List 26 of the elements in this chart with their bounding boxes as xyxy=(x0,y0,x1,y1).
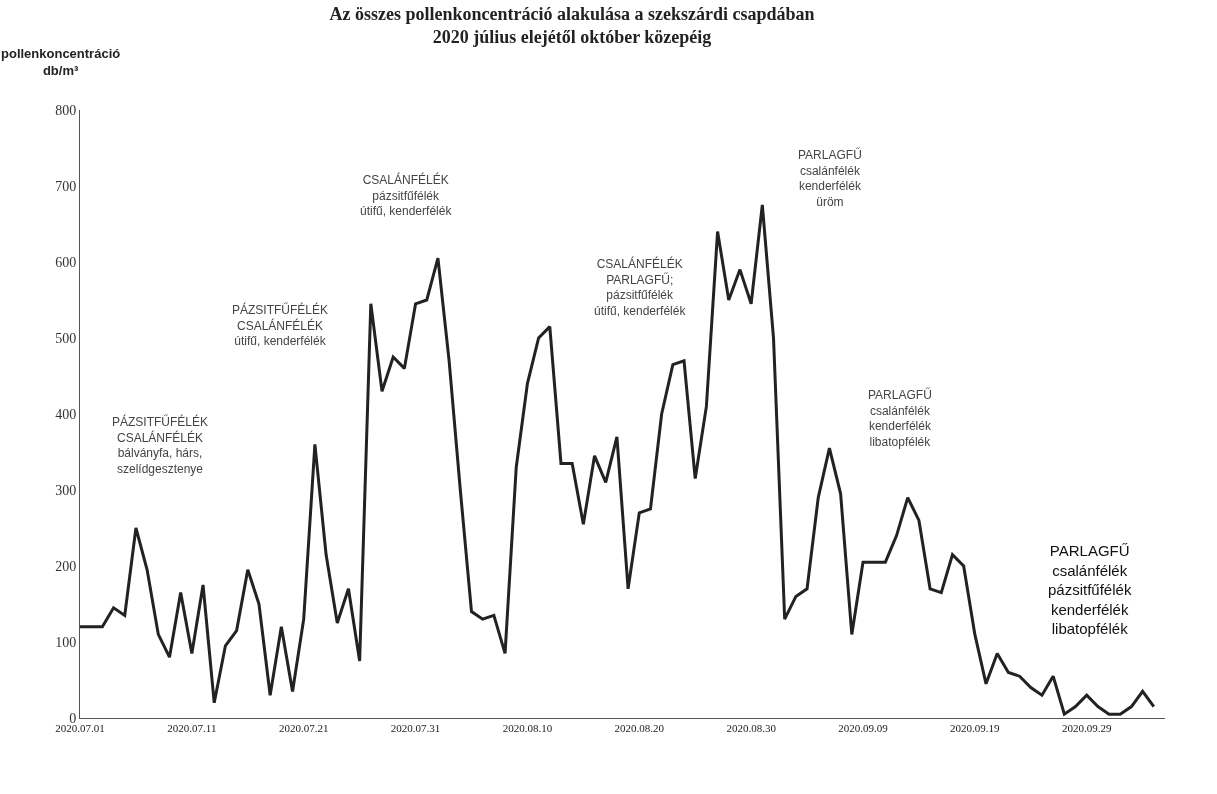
x-tick-label: 2020.07.11 xyxy=(167,722,217,735)
x-tick-label: 2020.08.20 xyxy=(614,722,665,735)
chart-title: Az összes pollenkoncentráció alakulása a szekszárdi csapdában 2020 július elejétől október közepéig xyxy=(329,3,815,48)
y-tick-label: 200 xyxy=(55,558,77,574)
annotation: PARLAGFŰ csalánfélék kenderfélék libatopfélék xyxy=(868,387,932,449)
y-tick-label: 800 xyxy=(55,102,77,118)
x-tick-label: 2020.07.21 xyxy=(278,722,329,735)
x-tick-label: 2020.09.19 xyxy=(950,722,1001,735)
annotation: PÁZSITFŰFÉLÉK CSALÁNFÉLÉK bálványfa, hárs, szelídgesztenye xyxy=(112,414,209,476)
y-tick-label: 700 xyxy=(55,178,77,194)
annotation: CSALÁNFÉLÉK pázsitfűfélék útifű, kenderfélék xyxy=(360,172,453,219)
y-tick-label: 300 xyxy=(55,482,77,498)
x-tick-label: 2020.09.09 xyxy=(838,722,889,735)
annotation: PARLAGFŰ csalánfélék kenderfélék üröm xyxy=(798,147,862,209)
annotation: PÁZSITFŰFÉLÉK CSALÁNFÉLÉK útifű, kenderfélék xyxy=(232,302,329,349)
y-tick-label: 500 xyxy=(55,330,77,346)
y-tick-label: 600 xyxy=(55,254,77,270)
annotation: CSALÁNFÉLÉK PARLAGFŰ; pázsitfűfélék útifű, kenderfélék xyxy=(594,256,687,318)
x-tick-label: 2020.07.31 xyxy=(390,722,441,735)
annotation: PARLAGFŰ csalánfélék pázsitfűfélék kenderfélék libatopfélék xyxy=(1048,542,1132,637)
y-tick-label: 400 xyxy=(55,406,77,422)
y-axis-title: pollenkoncentráció db/m³ xyxy=(1,46,121,78)
x-tick-label: 2020.08.30 xyxy=(726,722,777,735)
x-tick-label: 2020.09.29 xyxy=(1061,722,1112,735)
x-tick-label: 2020.08.10 xyxy=(502,722,553,735)
y-tick-label: 100 xyxy=(55,634,77,650)
